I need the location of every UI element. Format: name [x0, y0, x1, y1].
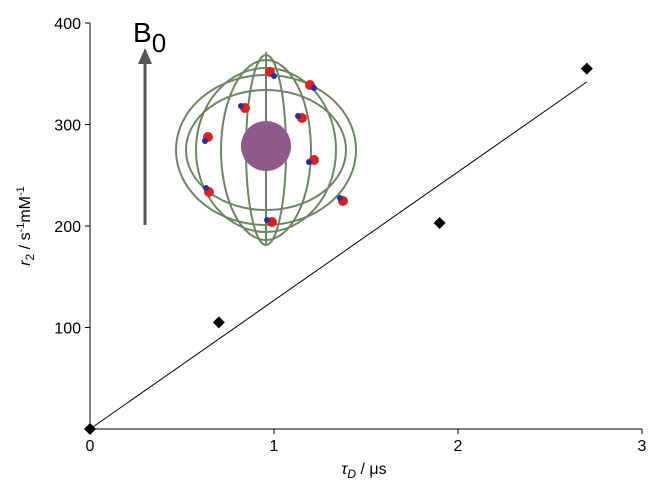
x-tick-label: 0 — [86, 438, 95, 455]
point — [433, 216, 446, 229]
y-tick-label: 400 — [54, 16, 81, 33]
point — [580, 62, 593, 75]
point — [84, 423, 96, 435]
x-tick-label: 2 — [454, 438, 463, 455]
x-tick-label: 1 — [270, 438, 279, 455]
y-tick-label: 100 — [54, 321, 81, 338]
x-tick-label: 3 — [638, 438, 647, 455]
illustration — [138, 48, 357, 246]
fit-line — [89, 81, 588, 430]
x-axis-label: τD / μs — [341, 461, 386, 481]
y-axis-label: r2 / s-1mM-1 — [15, 186, 37, 266]
point — [212, 316, 225, 329]
y-tick-label: 300 — [54, 118, 81, 135]
y-tick-label: 200 — [54, 219, 81, 236]
annotation: B0 — [133, 17, 166, 58]
